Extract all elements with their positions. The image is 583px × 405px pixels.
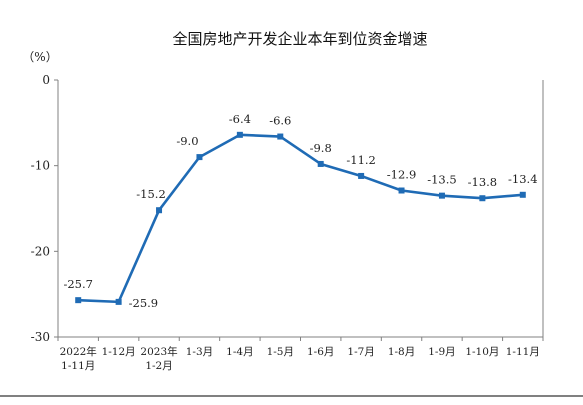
data-label: -12.9 — [387, 168, 417, 182]
x-tick-label: 1-8月 — [388, 346, 415, 358]
data-point — [196, 154, 203, 161]
x-tick-label: 2023年 1-2月 — [140, 345, 177, 372]
data-point — [236, 131, 243, 138]
y-tick-label: -10 — [31, 159, 50, 173]
x-tick-label: 1-5月 — [267, 346, 294, 358]
series-line — [78, 133, 523, 304]
x-tick-label: 1-12月 — [102, 346, 136, 358]
data-point — [519, 191, 526, 198]
chart-title: 全国房地产开发企业本年到位资金增速 — [172, 30, 427, 48]
data-label: -9.8 — [310, 141, 332, 155]
x-tick-label: 1-4月 — [226, 346, 253, 358]
data-point — [75, 297, 82, 304]
data-point — [156, 207, 163, 214]
x-tick-label: 1-10月 — [465, 346, 499, 358]
data-label: -13.4 — [508, 172, 538, 186]
y-tick-label: 0 — [42, 73, 50, 87]
data-label: -25.7 — [63, 277, 93, 291]
data-label: -6.6 — [269, 114, 291, 128]
data-label: -15.2 — [136, 187, 166, 201]
y-tick-labels: 0 -10 -20 -30 — [31, 73, 50, 344]
data-label: -6.4 — [229, 112, 251, 126]
x-tick-label: 1-7月 — [347, 346, 374, 358]
x-tick-label: 1-6月 — [307, 346, 334, 358]
x-tick-labels: 2022年 1-11月 1-12月 2023年 1-2月 1-3月 1-4月 1-5月 1-6月… — [60, 345, 540, 372]
x-tick-label: 1-3月 — [186, 346, 213, 358]
data-label: -13.8 — [468, 175, 498, 189]
data-point — [438, 192, 445, 199]
y-tick-label: -30 — [31, 330, 50, 344]
axes — [54, 79, 544, 341]
series-markers — [75, 131, 526, 305]
data-point — [358, 172, 365, 179]
data-point — [277, 133, 284, 140]
data-point — [317, 160, 324, 167]
data-label: -25.9 — [129, 296, 159, 310]
y-unit-label: （%） — [22, 50, 57, 64]
x-tick-label: 1-11月 — [506, 346, 540, 358]
data-label: -13.5 — [427, 173, 457, 187]
x-tick-label: 1-9月 — [428, 346, 455, 358]
data-label: -11.2 — [346, 153, 376, 167]
data-point — [479, 195, 486, 202]
series-line-layer — [78, 133, 523, 304]
data-label: -9.0 — [176, 134, 198, 148]
data-labels: -25.7 -25.9 -15.2 -9.0 -6.4 -6.6 -9.8 -11.2 -12.… — [63, 112, 537, 310]
x-tick-label: 2022年 1-11月 — [60, 345, 97, 372]
data-point — [398, 187, 405, 194]
y-tick-label: -20 — [31, 244, 50, 258]
data-point — [115, 298, 122, 305]
